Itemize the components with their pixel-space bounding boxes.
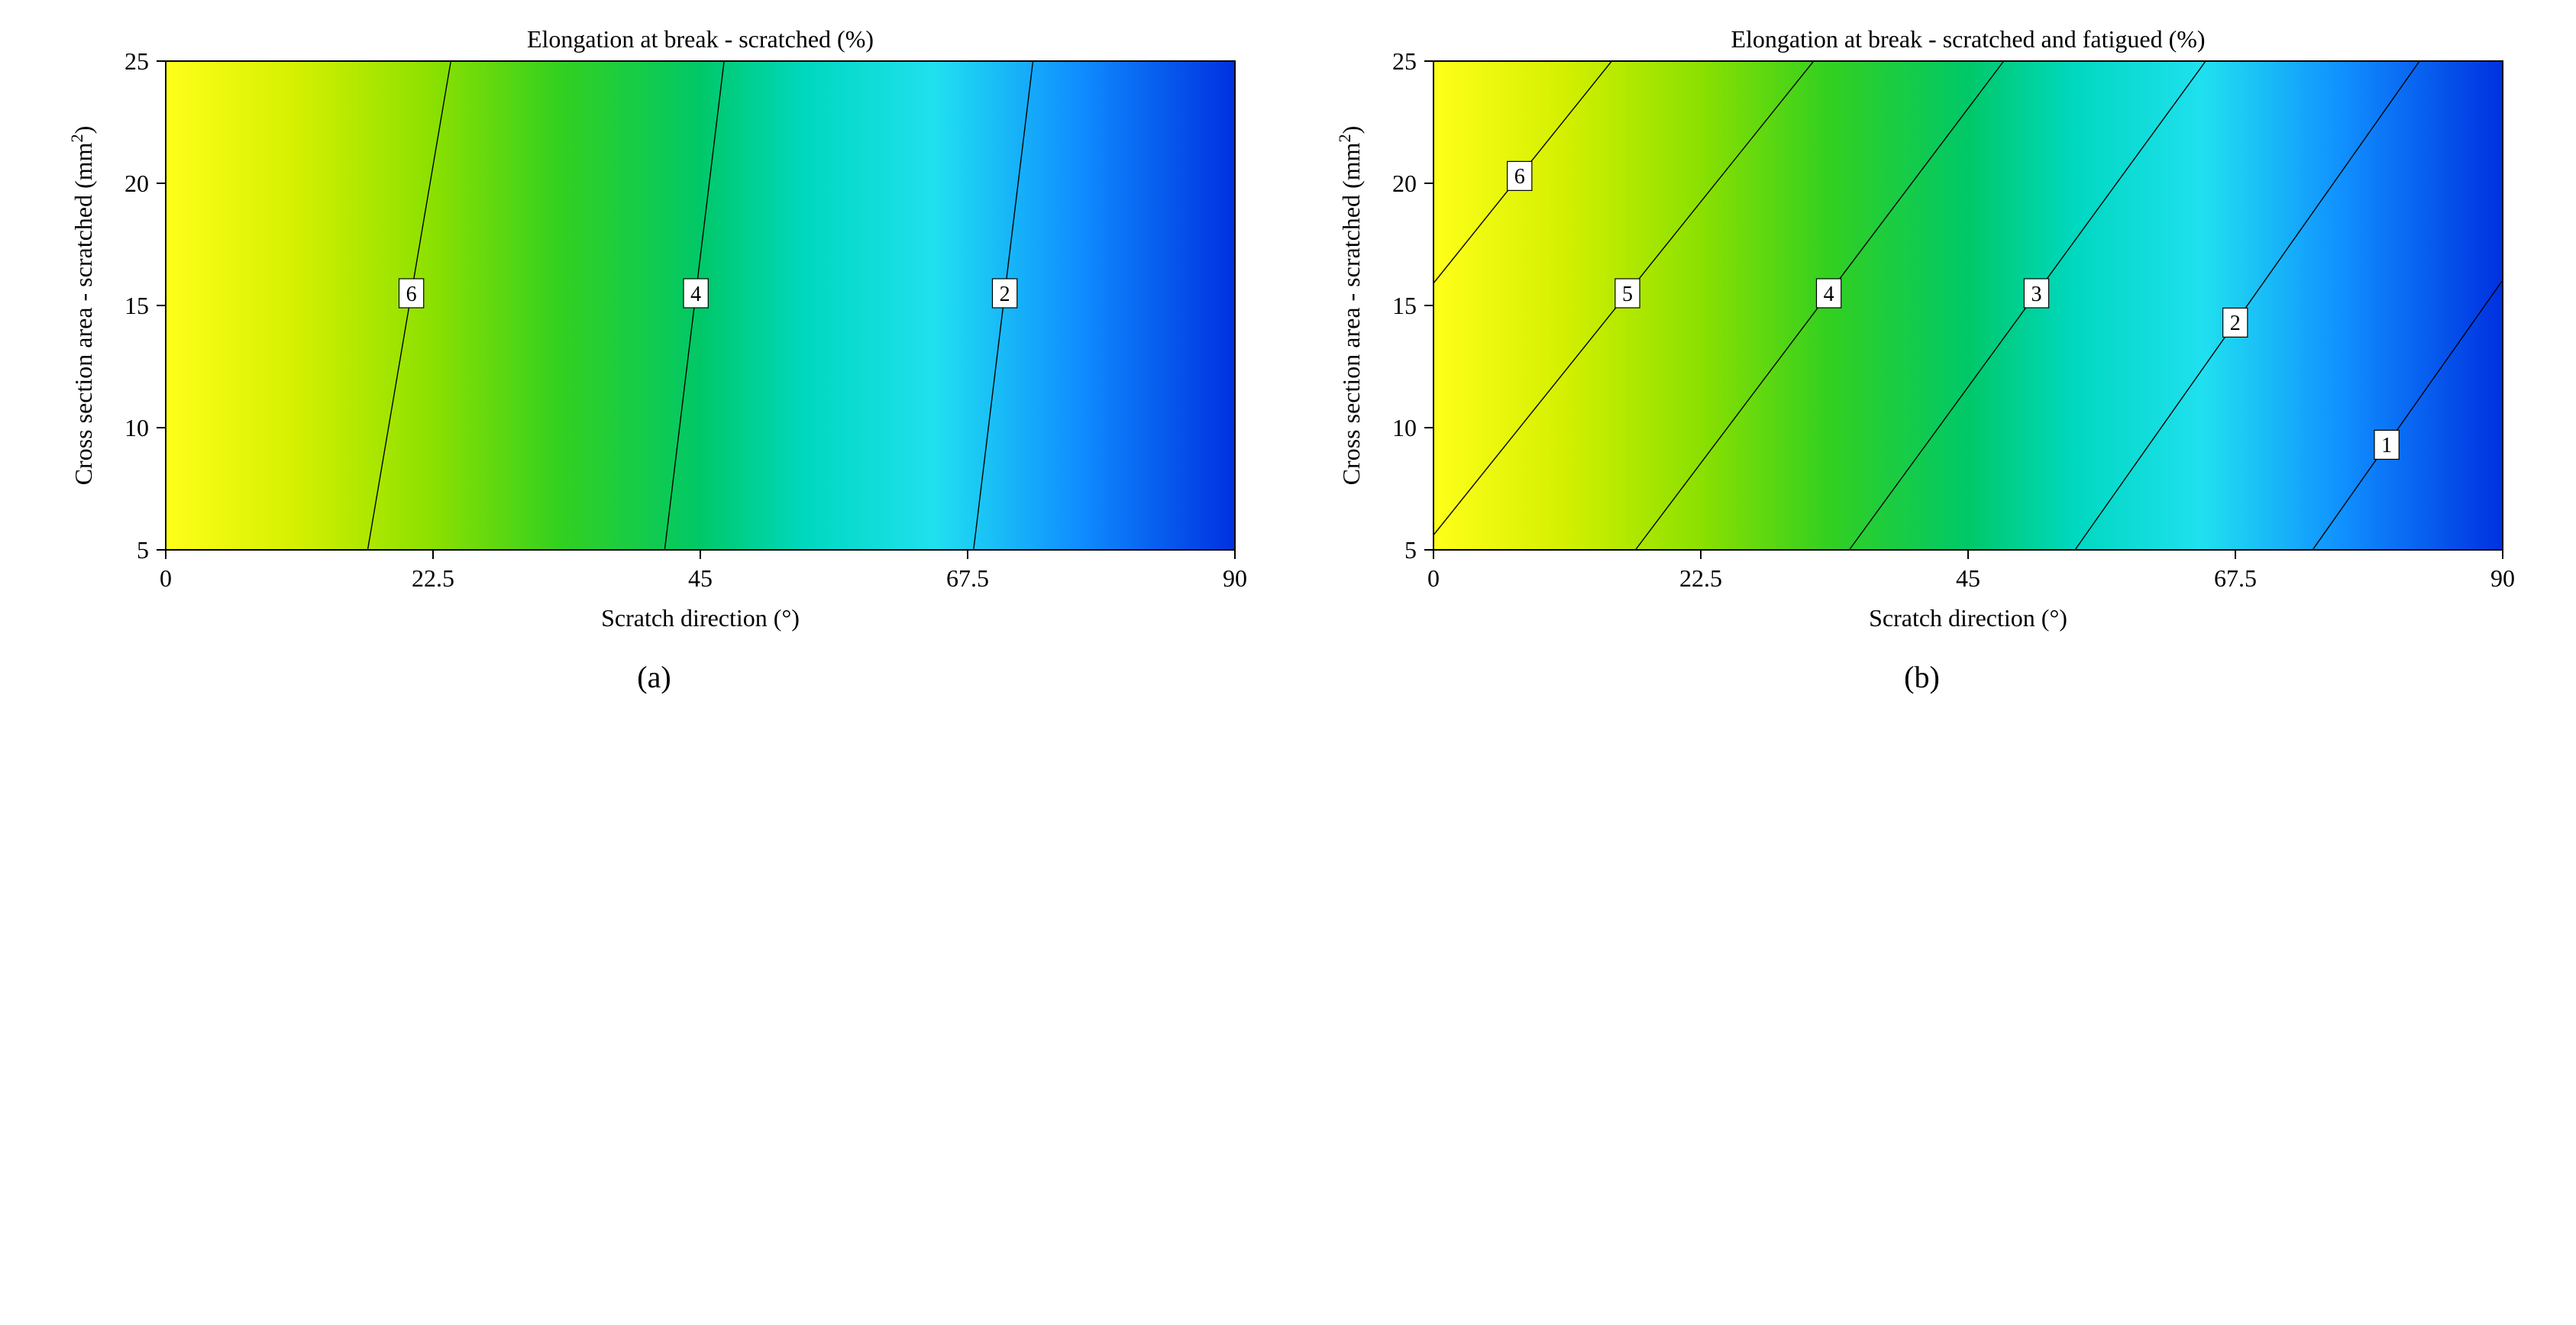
x-tick-label-b: 45	[1956, 564, 1980, 592]
figure-row: Elongation at break - scratched (%)64202…	[0, 0, 2576, 703]
x-tick-label-a: 90	[1223, 564, 1247, 592]
x-tick-label-a: 0	[160, 564, 172, 592]
contour-label-b-5: 5	[1621, 283, 1632, 306]
panel-a: Elongation at break - scratched (%)64202…	[44, 15, 1265, 695]
x-tick-label-b: 22.5	[1679, 564, 1722, 592]
contour-label-b-3: 3	[2031, 283, 2041, 306]
y-tick-label-b: 20	[1392, 170, 1417, 197]
y-axis-label-b: Cross section area - scratched (mm2)	[1334, 126, 1365, 486]
contour-plot-a: Elongation at break - scratched (%)64202…	[44, 15, 1265, 641]
y-tick-label-b: 25	[1392, 47, 1417, 75]
panel-b-caption: (b)	[1904, 659, 1940, 695]
x-tick-label-a: 45	[688, 564, 713, 592]
x-tick-label-b: 67.5	[2214, 564, 2257, 592]
contour-label-a-4: 4	[690, 283, 701, 306]
heatmap-fill-b	[1433, 61, 2503, 550]
x-tick-label-a: 22.5	[412, 564, 454, 592]
y-tick-label-a: 5	[137, 536, 149, 564]
y-tick-label-b: 15	[1392, 292, 1417, 319]
y-tick-label-a: 10	[124, 414, 149, 441]
contour-label-b-4: 4	[1823, 283, 1834, 306]
x-tick-label-b: 90	[2490, 564, 2515, 592]
y-tick-label-b: 10	[1392, 414, 1417, 441]
x-axis-label-a: Scratch direction (°)	[601, 604, 800, 632]
contour-plot-b: Elongation at break - scratched and fati…	[1311, 15, 2533, 641]
panel-a-svg-holder: Elongation at break - scratched (%)64202…	[44, 15, 1265, 645]
contour-label-a-6: 6	[406, 283, 416, 306]
y-tick-label-b: 5	[1404, 536, 1417, 564]
panel-a-caption: (a)	[637, 659, 671, 695]
y-tick-label-a: 15	[124, 292, 149, 319]
plot-title-b: Elongation at break - scratched and fati…	[1731, 25, 2205, 53]
y-axis-label-a: Cross section area - scratched (mm2)	[66, 126, 97, 486]
contour-label-b-1: 1	[2381, 434, 2392, 457]
contour-label-b-2: 2	[2229, 312, 2240, 335]
contour-label-b-6: 6	[1514, 165, 1524, 189]
x-tick-label-b: 0	[1427, 564, 1440, 592]
y-tick-label-a: 20	[124, 170, 149, 197]
plot-title-a: Elongation at break - scratched (%)	[526, 25, 873, 53]
y-tick-label-a: 25	[124, 47, 149, 75]
panel-b-svg-holder: Elongation at break - scratched and fati…	[1311, 15, 2533, 645]
contour-label-a-2: 2	[999, 283, 1010, 306]
panel-b: Elongation at break - scratched and fati…	[1311, 15, 2533, 695]
x-axis-label-b: Scratch direction (°)	[1869, 604, 2067, 632]
x-tick-label-a: 67.5	[946, 564, 989, 592]
